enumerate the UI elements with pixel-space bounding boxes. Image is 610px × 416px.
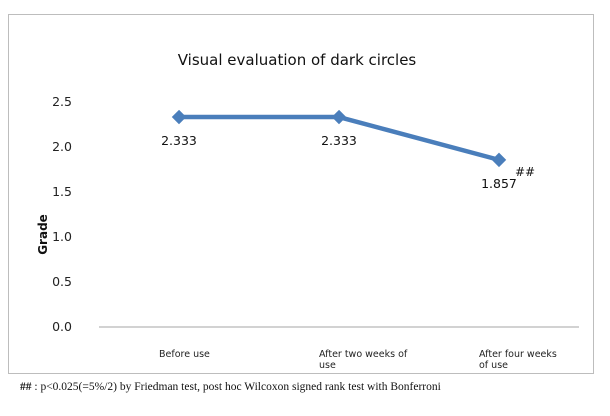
x-category-line: After four weeks — [479, 349, 557, 360]
series-grade — [171, 109, 507, 168]
y-tick-label: 0.5 — [52, 274, 72, 289]
significance-annotation: ## — [515, 165, 535, 179]
y-tick-label: 2.0 — [52, 139, 72, 154]
data-point-marker — [491, 152, 507, 168]
data-label: 1.857 — [481, 176, 517, 191]
chart-title: Visual evaluation of dark circles — [178, 51, 417, 69]
y-tick-label: 1.5 — [52, 184, 72, 199]
data-labels: 2.333 2.333 1.857 — [161, 133, 517, 191]
x-category-line: Before use — [159, 349, 210, 360]
y-tick-label: 2.5 — [52, 94, 72, 109]
y-axis-label: Grade — [36, 214, 50, 255]
x-category-line: use — [319, 360, 336, 371]
footnote-mark: ## — [20, 381, 32, 393]
footnote-text: : p<0.025(=5%/2) by Friedman test, post … — [31, 381, 441, 393]
data-label: 2.333 — [321, 133, 357, 148]
x-category-label: Before use — [159, 349, 210, 360]
y-tick-label: 1.0 — [52, 229, 72, 244]
data-point-marker — [331, 109, 347, 125]
line-chart: Visual evaluation of dark circles 0.0 0.5… — [36, 51, 579, 371]
data-point-marker — [171, 109, 187, 125]
footnote: ## : p<0.025(=5%/2) by Friedman test, po… — [20, 381, 600, 393]
chart-area: Visual evaluation of dark circles 0.0 0.5… — [8, 14, 594, 374]
x-category-line: of use — [479, 360, 508, 371]
data-label: 2.333 — [161, 133, 197, 148]
y-axis-ticks: 0.0 0.5 1.0 1.5 2.0 2.5 — [52, 94, 72, 334]
x-category-line: After two weeks of — [319, 349, 408, 360]
y-tick-label: 0.0 — [52, 319, 72, 334]
